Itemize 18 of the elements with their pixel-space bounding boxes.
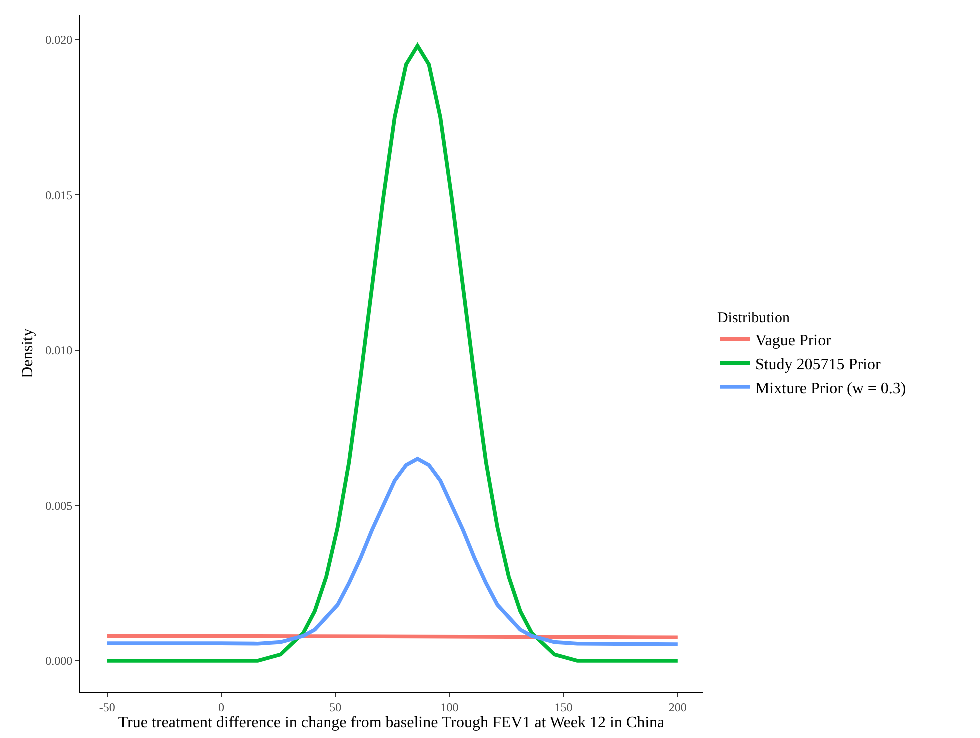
line-series — [105, 457, 680, 646]
x-axis-title: True treatment difference in change from baseline Trough FEV1 at Week 12 in China — [118, 714, 665, 732]
y-tick-label: 0.015 — [46, 188, 73, 202]
y-axis-title: Density — [20, 328, 36, 378]
x-tick-label: 0 — [218, 700, 224, 714]
legend-label: Vague Prior — [755, 332, 832, 350]
legend-title: Distribution — [717, 310, 790, 326]
x-tick-label: 150 — [554, 700, 573, 714]
y-tick-label: 0.010 — [46, 344, 73, 358]
y-tick-label: 0.020 — [46, 33, 73, 48]
x-tick-label: 200 — [668, 700, 687, 714]
y-tick-label: 0.000 — [46, 654, 73, 668]
y-tick-label: 0.005 — [46, 498, 73, 513]
x-tick-label: 100 — [440, 700, 459, 714]
legend-label: Mixture Prior (w = 0.3) — [755, 380, 906, 398]
x-tick-label: 50 — [330, 700, 342, 714]
x-tick-label: -50 — [99, 700, 116, 714]
legend-label: Study 205715 Prior — [755, 356, 882, 374]
